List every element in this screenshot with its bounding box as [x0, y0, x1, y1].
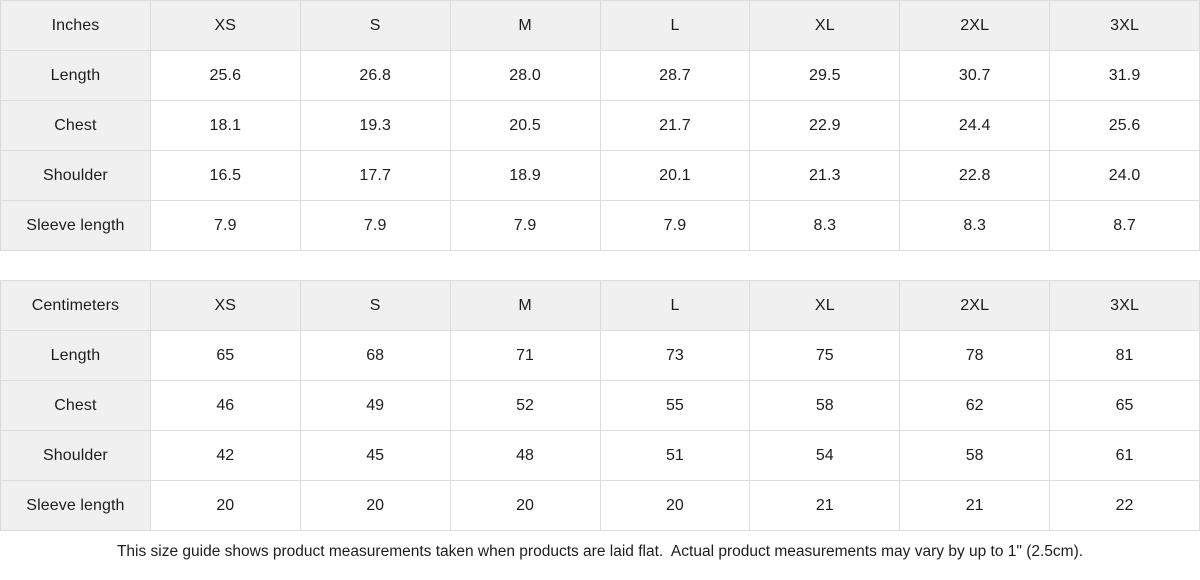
header-row: Centimeters XS S M L XL 2XL 3XL [0, 280, 1200, 331]
value-cell: 19.3 [299, 100, 451, 151]
value-cell: 21 [749, 480, 901, 531]
size-header-cell: 3XL [1049, 0, 1200, 51]
footer-note: This size guide shows product measuremen… [116, 543, 1084, 560]
value-cell: 31.9 [1049, 50, 1200, 101]
centimeters-table: Centimeters XS S M L XL 2XL 3XL Length 65 68 71 73 75… [0, 280, 1200, 531]
value-cell: 20.1 [599, 150, 751, 201]
value-cell: 25.6 [1049, 100, 1200, 151]
value-cell: 7.9 [299, 200, 451, 251]
table-row: Shoulder 42 45 48 51 54 58 61 [0, 430, 1200, 481]
table-row: Length 65 68 71 73 75 78 81 [0, 330, 1200, 381]
value-cell: 81 [1049, 330, 1200, 381]
size-header-cell: M [449, 280, 601, 331]
unit-header-cell: Centimeters [0, 280, 151, 331]
size-header-cell: S [299, 0, 451, 51]
value-cell: 26.8 [299, 50, 451, 101]
value-cell: 20 [149, 480, 301, 531]
size-header-cell: S [299, 280, 451, 331]
size-header-cell: L [599, 0, 751, 51]
size-header-cell: XL [749, 280, 901, 331]
value-cell: 30.7 [899, 50, 1051, 101]
value-cell: 20 [449, 480, 601, 531]
value-cell: 65 [1049, 380, 1200, 431]
table-row: Chest 18.1 19.3 20.5 21.7 22.9 24.4 25.6 [0, 100, 1200, 151]
inches-table: Inches XS S M L XL 2XL 3XL Length 25.6 26.8 28.0 28.… [0, 0, 1200, 251]
size-header-cell: M [449, 0, 601, 51]
row-label-cell: Shoulder [0, 430, 151, 481]
row-label-cell: Chest [0, 100, 151, 151]
row-label-cell: Length [0, 50, 151, 101]
row-label-cell: Shoulder [0, 150, 151, 201]
value-cell: 21 [899, 480, 1051, 531]
value-cell: 61 [1049, 430, 1200, 481]
value-cell: 71 [449, 330, 601, 381]
value-cell: 28.7 [599, 50, 751, 101]
size-header-cell: XS [149, 0, 301, 51]
value-cell: 8.7 [1049, 200, 1200, 251]
value-cell: 8.3 [899, 200, 1051, 251]
value-cell: 46 [149, 380, 301, 431]
value-cell: 21.7 [599, 100, 751, 151]
value-cell: 25.6 [149, 50, 301, 101]
value-cell: 52 [449, 380, 601, 431]
value-cell: 24.0 [1049, 150, 1200, 201]
value-cell: 48 [449, 430, 601, 481]
table-gap [0, 251, 1200, 280]
table-row: Shoulder 16.5 17.7 18.9 20.1 21.3 22.8 24.0 [0, 150, 1200, 201]
value-cell: 54 [749, 430, 901, 481]
size-header-cell: XS [149, 280, 301, 331]
value-cell: 7.9 [599, 200, 751, 251]
value-cell: 45 [299, 430, 451, 481]
value-cell: 29.5 [749, 50, 901, 101]
row-label-cell: Length [0, 330, 151, 381]
row-label-cell: Sleeve length [0, 480, 151, 531]
value-cell: 65 [149, 330, 301, 381]
size-header-cell: 2XL [899, 280, 1051, 331]
value-cell: 22.8 [899, 150, 1051, 201]
table-row: Sleeve length 7.9 7.9 7.9 7.9 8.3 8.3 8.7 [0, 200, 1200, 251]
row-label-cell: Sleeve length [0, 200, 151, 251]
header-row: Inches XS S M L XL 2XL 3XL [0, 0, 1200, 51]
value-cell: 20 [299, 480, 451, 531]
value-cell: 7.9 [149, 200, 301, 251]
size-header-cell: XL [749, 0, 901, 51]
row-label-cell: Chest [0, 380, 151, 431]
value-cell: 68 [299, 330, 451, 381]
value-cell: 20 [599, 480, 751, 531]
value-cell: 73 [599, 330, 751, 381]
table-row: Sleeve length 20 20 20 20 21 21 22 [0, 480, 1200, 531]
value-cell: 78 [899, 330, 1051, 381]
value-cell: 18.1 [149, 100, 301, 151]
size-header-cell: 2XL [899, 0, 1051, 51]
value-cell: 75 [749, 330, 901, 381]
value-cell: 24.4 [899, 100, 1051, 151]
value-cell: 22.9 [749, 100, 901, 151]
value-cell: 21.3 [749, 150, 901, 201]
value-cell: 18.9 [449, 150, 601, 201]
value-cell: 55 [599, 380, 751, 431]
value-cell: 58 [899, 430, 1051, 481]
size-header-cell: L [599, 280, 751, 331]
value-cell: 8.3 [749, 200, 901, 251]
table-row: Length 25.6 26.8 28.0 28.7 29.5 30.7 31.9 [0, 50, 1200, 101]
value-cell: 51 [599, 430, 751, 481]
unit-header-cell: Inches [0, 0, 151, 51]
value-cell: 20.5 [449, 100, 601, 151]
value-cell: 7.9 [449, 200, 601, 251]
value-cell: 16.5 [149, 150, 301, 201]
value-cell: 62 [899, 380, 1051, 431]
value-cell: 42 [149, 430, 301, 481]
value-cell: 28.0 [449, 50, 601, 101]
value-cell: 22 [1049, 480, 1200, 531]
value-cell: 58 [749, 380, 901, 431]
size-header-cell: 3XL [1049, 280, 1200, 331]
value-cell: 17.7 [299, 150, 451, 201]
value-cell: 49 [299, 380, 451, 431]
table-row: Chest 46 49 52 55 58 62 65 [0, 380, 1200, 431]
